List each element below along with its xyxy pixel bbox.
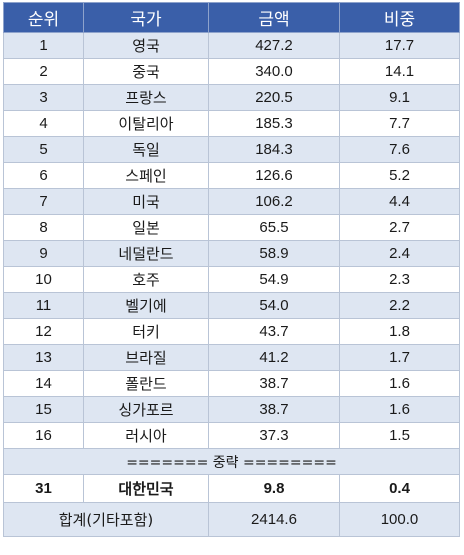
amount-cell: 37.3 [208,422,340,449]
korea-rank: 31 [3,474,84,503]
country-cell: 프랑스 [83,84,209,111]
korea-row: 31 대한민국 9.8 0.4 [3,474,460,503]
amount-cell: 65.5 [208,214,340,241]
share-cell: 7.7 [339,110,460,137]
country-cell: 폴란드 [83,370,209,397]
table-row: 16 러시아 37.3 1.5 [3,422,460,449]
amount-cell: 54.0 [208,292,340,319]
rank-cell: 13 [3,344,84,371]
share-cell: 2.4 [339,240,460,267]
rank-cell: 7 [3,188,84,215]
total-amount: 2414.6 [208,502,340,537]
amount-cell: 106.2 [208,188,340,215]
share-cell: 4.4 [339,188,460,215]
rank-cell: 8 [3,214,84,241]
header-country: 국가 [83,2,209,33]
country-cell: 스페인 [83,162,209,189]
amount-cell: 43.7 [208,318,340,345]
rank-cell: 2 [3,58,84,85]
table-row: 10 호주 54.9 2.3 [3,266,460,293]
amount-cell: 58.9 [208,240,340,267]
country-cell: 터키 [83,318,209,345]
share-cell: 17.7 [339,32,460,59]
share-cell: 2.3 [339,266,460,293]
header-share: 비중 [339,2,460,33]
amount-cell: 41.2 [208,344,340,371]
table-row: 7 미국 106.2 4.4 [3,188,460,215]
table-row: 9 네덜란드 58.9 2.4 [3,240,460,267]
amount-cell: 38.7 [208,370,340,397]
header-rank: 순위 [3,2,84,33]
share-cell: 1.8 [339,318,460,345]
share-cell: 1.6 [339,396,460,423]
country-cell: 러시아 [83,422,209,449]
korea-country: 대한민국 [83,474,209,503]
country-cell: 중국 [83,58,209,85]
rank-cell: 1 [3,32,84,59]
korea-amount: 9.8 [208,474,340,503]
table-row: 5 독일 184.3 7.6 [3,136,460,163]
rank-cell: 4 [3,110,84,137]
share-cell: 7.6 [339,136,460,163]
share-cell: 14.1 [339,58,460,85]
rank-cell: 14 [3,370,84,397]
country-cell: 이탈리아 [83,110,209,137]
header-amount: 금액 [208,2,340,33]
table-row: 14 폴란드 38.7 1.6 [3,370,460,397]
table-row: 4 이탈리아 185.3 7.7 [3,110,460,137]
table-row: 12 터키 43.7 1.8 [3,318,460,345]
table-row: 3 프랑스 220.5 9.1 [3,84,460,111]
country-cell: 네덜란드 [83,240,209,267]
ranking-table: 순위 국가 금액 비중 1 영국 427.2 17.7 2 중국 340.0 14.1 3 프랑스… [3,2,460,537]
amount-cell: 184.3 [208,136,340,163]
share-cell: 5.2 [339,162,460,189]
separator-row: ======= 중략 ======== [3,448,460,475]
rank-cell: 16 [3,422,84,449]
table-row: 15 싱가포르 38.7 1.6 [3,396,460,423]
share-cell: 1.6 [339,370,460,397]
amount-cell: 427.2 [208,32,340,59]
amount-cell: 185.3 [208,110,340,137]
rank-cell: 3 [3,84,84,111]
amount-cell: 220.5 [208,84,340,111]
table-row: 8 일본 65.5 2.7 [3,214,460,241]
table-row: 2 중국 340.0 14.1 [3,58,460,85]
share-cell: 2.2 [339,292,460,319]
total-label: 합계(기타포함) [3,502,209,537]
rank-cell: 11 [3,292,84,319]
share-cell: 1.7 [339,344,460,371]
country-cell: 일본 [83,214,209,241]
table-row: 11 벨기에 54.0 2.2 [3,292,460,319]
amount-cell: 340.0 [208,58,340,85]
country-cell: 독일 [83,136,209,163]
table-row: 6 스페인 126.6 5.2 [3,162,460,189]
separator-text: ======= 중략 ======== [3,448,460,475]
amount-cell: 38.7 [208,396,340,423]
country-cell: 영국 [83,32,209,59]
rank-cell: 15 [3,396,84,423]
header-row: 순위 국가 금액 비중 [3,2,460,33]
rank-cell: 9 [3,240,84,267]
table-row: 13 브라질 41.2 1.7 [3,344,460,371]
share-cell: 1.5 [339,422,460,449]
rank-cell: 5 [3,136,84,163]
korea-share: 0.4 [339,474,460,503]
rank-cell: 6 [3,162,84,189]
country-cell: 미국 [83,188,209,215]
country-cell: 싱가포르 [83,396,209,423]
total-share: 100.0 [339,502,460,537]
rank-cell: 10 [3,266,84,293]
country-cell: 브라질 [83,344,209,371]
share-cell: 9.1 [339,84,460,111]
table-row: 1 영국 427.2 17.7 [3,32,460,59]
share-cell: 2.7 [339,214,460,241]
table-body: 1 영국 427.2 17.7 2 중국 340.0 14.1 3 프랑스 220.5 9.1 4 이탈리… [3,32,460,537]
total-row: 합계(기타포함) 2414.6 100.0 [3,502,460,537]
amount-cell: 126.6 [208,162,340,189]
rank-cell: 12 [3,318,84,345]
country-cell: 벨기에 [83,292,209,319]
amount-cell: 54.9 [208,266,340,293]
country-cell: 호주 [83,266,209,293]
